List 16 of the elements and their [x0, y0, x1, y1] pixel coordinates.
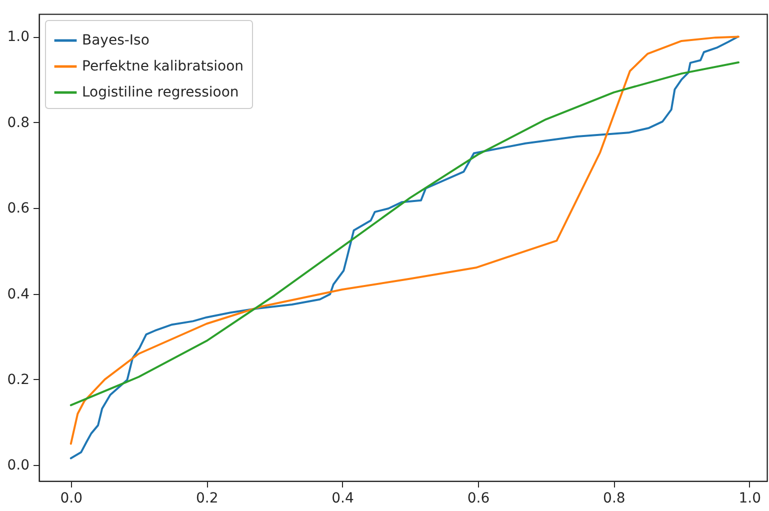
legend-label: Bayes-Iso [82, 32, 150, 48]
y-tick-label: 0.2 [7, 372, 30, 388]
y-tick-label: 0.4 [7, 286, 30, 302]
y-tick-label: 1.0 [7, 29, 30, 46]
y-tick-label: 0.8 [7, 114, 30, 131]
x-tick-label: 0.8 [603, 490, 626, 506]
x-tick-label: 1.0 [738, 490, 761, 506]
line-series [70, 61, 740, 406]
legend-label: Perfektne kalibratsioon [82, 58, 244, 74]
y-tick-label: 0.6 [7, 200, 30, 217]
y-tick-label: 0.0 [7, 458, 30, 474]
x-tick-label: 0.6 [467, 490, 490, 506]
x-tick-label: 0.4 [332, 490, 354, 506]
x-tick-label: 0.2 [196, 490, 218, 506]
x-tick-label: 0.0 [60, 490, 83, 506]
legend-label: Logistiline regressioon [82, 84, 239, 100]
